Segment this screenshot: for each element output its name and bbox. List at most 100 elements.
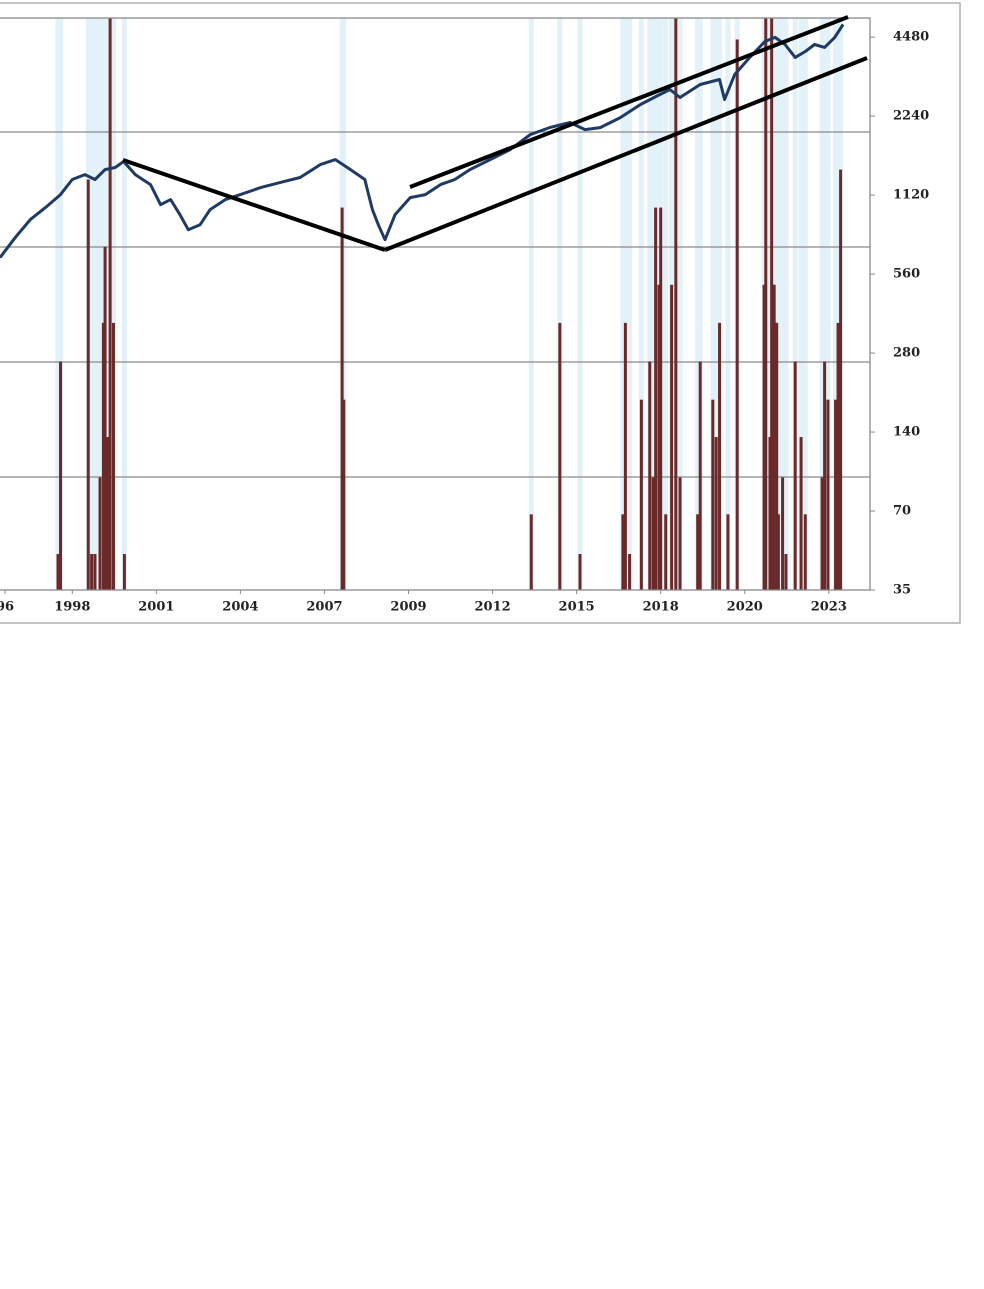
x-tick-label: 2023 xyxy=(811,600,847,615)
highlight-band xyxy=(92,18,98,590)
line xyxy=(0,23,845,259)
highlight-band xyxy=(835,18,841,590)
bar xyxy=(799,437,803,590)
bar xyxy=(793,361,797,590)
bar xyxy=(726,514,730,590)
highlight-band xyxy=(825,18,831,590)
highlight-band xyxy=(695,18,701,590)
x-tick-label: 2012 xyxy=(474,600,510,615)
highlight-band xyxy=(663,18,669,590)
highlight-band xyxy=(822,18,828,590)
x-tick-label: 2020 xyxy=(727,600,763,615)
highlight-band xyxy=(627,18,633,590)
y-tick-label: 280 xyxy=(893,346,920,361)
bar xyxy=(651,477,655,590)
highlight-band xyxy=(697,18,703,590)
bar xyxy=(834,399,838,590)
bar xyxy=(764,18,768,590)
highlight-band xyxy=(792,18,798,590)
highlight-band xyxy=(97,18,103,590)
bar xyxy=(784,554,788,590)
bar xyxy=(664,514,668,590)
x-tick-label: 2004 xyxy=(222,600,258,615)
x-tick-label: 2015 xyxy=(559,600,595,615)
highlight-band xyxy=(725,18,731,590)
bar xyxy=(696,514,700,590)
highlight-band xyxy=(647,18,653,590)
y-tick-label: 70 xyxy=(893,504,911,519)
highlight-band xyxy=(528,18,534,590)
bar xyxy=(639,399,643,590)
highlight-band xyxy=(710,18,716,590)
highlight-band xyxy=(833,18,839,590)
highlight-band xyxy=(717,18,723,590)
y-tick-label: 35 xyxy=(893,583,911,598)
bar xyxy=(718,322,722,590)
x-tick-label: 2007 xyxy=(306,600,342,615)
highlight-band xyxy=(620,18,626,590)
axes: 35 70 140 280 560 1120 2240 4480 96 1998 2001 2004 2… xyxy=(0,30,929,615)
highlight-band xyxy=(783,18,789,590)
bar xyxy=(623,322,627,590)
bar xyxy=(56,554,60,590)
plot-area xyxy=(0,18,845,590)
bar xyxy=(678,477,682,590)
bar xyxy=(711,399,715,590)
highlight-band xyxy=(650,18,656,590)
bar xyxy=(823,361,827,590)
bar xyxy=(59,361,63,590)
x-tick-label: 2001 xyxy=(138,600,174,615)
highlight-band xyxy=(577,18,583,590)
bar xyxy=(340,207,344,590)
highlight-band xyxy=(638,18,644,590)
bar xyxy=(776,514,780,590)
x-tick-label: 1998 xyxy=(54,600,90,615)
highlight-band xyxy=(622,18,628,590)
y-tick-label: 560 xyxy=(893,267,920,282)
bar xyxy=(578,554,582,590)
bar xyxy=(820,477,824,590)
highlight-band xyxy=(798,18,804,590)
bar xyxy=(659,207,663,590)
bar xyxy=(628,554,632,590)
bar xyxy=(654,207,658,590)
bar xyxy=(674,18,678,590)
bar xyxy=(90,554,94,590)
highlight-band xyxy=(713,18,719,590)
trend-line xyxy=(122,158,386,252)
bar xyxy=(698,361,702,590)
bar xyxy=(558,322,562,590)
bar xyxy=(714,437,718,590)
bar xyxy=(342,399,346,590)
highlight-band xyxy=(557,18,563,590)
gridlines xyxy=(0,131,870,478)
highlight-band xyxy=(105,18,111,590)
bar xyxy=(529,514,533,590)
trend-line xyxy=(409,15,849,189)
trend-lines xyxy=(122,15,868,252)
bar xyxy=(670,284,674,590)
highlight-band xyxy=(89,18,95,590)
highlight-band xyxy=(780,18,786,590)
bar xyxy=(106,437,110,590)
bar xyxy=(839,169,843,590)
highlight-band xyxy=(819,18,825,590)
bar xyxy=(111,322,115,590)
bar xyxy=(101,322,105,590)
bar xyxy=(826,399,830,590)
bar xyxy=(122,554,126,590)
bar xyxy=(621,514,625,590)
x-tick-label: 2009 xyxy=(390,600,426,615)
bar xyxy=(648,361,652,590)
highlight-band xyxy=(677,18,683,590)
y-tick-label: 2240 xyxy=(893,109,929,124)
y-tick-label: 1120 xyxy=(893,188,929,203)
highlight-band xyxy=(121,18,127,590)
highlight-band xyxy=(341,18,347,590)
bar xyxy=(836,322,840,590)
bar xyxy=(657,284,661,590)
bar xyxy=(86,179,90,590)
y-tick-label: 140 xyxy=(893,425,920,440)
highlight-band xyxy=(55,18,61,590)
